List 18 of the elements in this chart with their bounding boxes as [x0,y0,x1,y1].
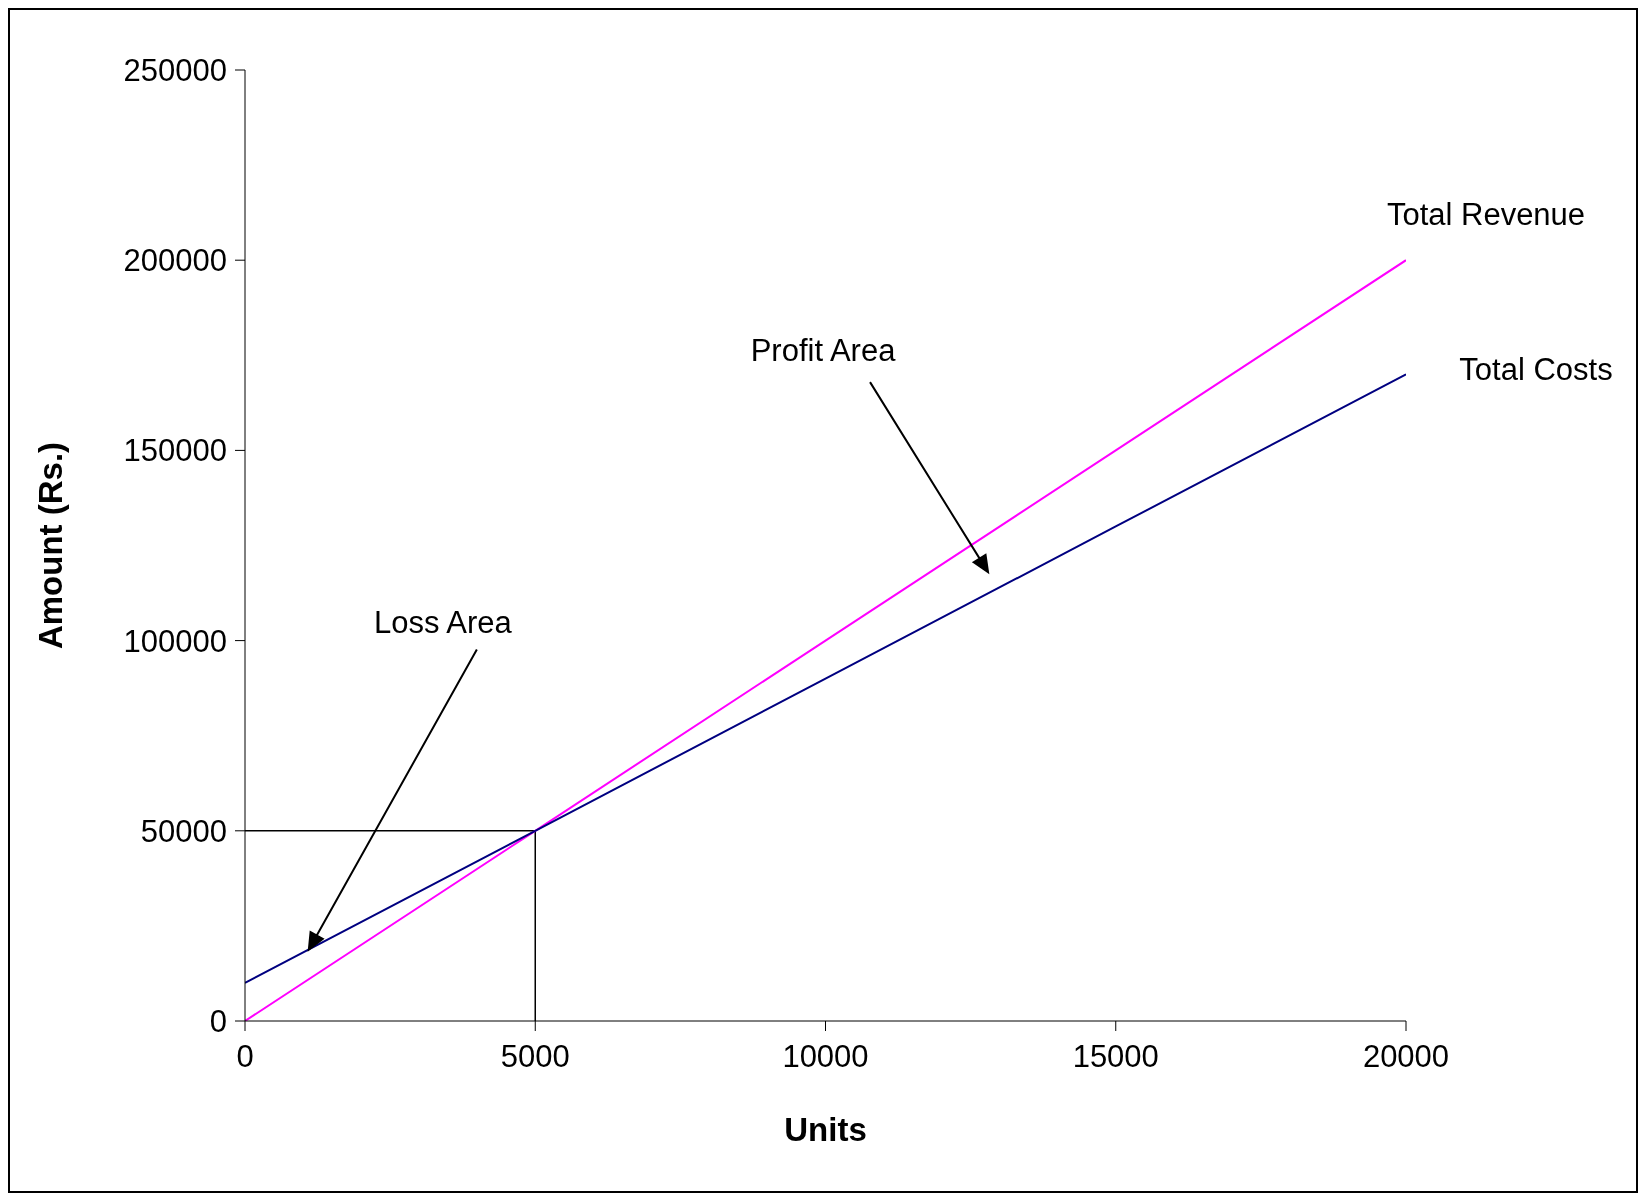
annotation: Profit Area [750,333,897,369]
y-tick-label: 200000 [123,243,227,279]
y-axis-title: Amount (Rs.) [31,441,69,650]
x-tick-label: 10000 [782,1039,869,1075]
series-label: Total Costs [1459,352,1613,388]
x-axis-title: Units [784,1111,867,1148]
y-tick-label: 250000 [123,53,227,88]
line-series [245,373,1406,984]
x-tick-label: 15000 [1072,1039,1159,1075]
y-tick-label: 50000 [140,813,227,849]
y-tick-label: 0 [209,1004,227,1040]
series-label: Total Revenue [1386,197,1586,233]
x-tick-label: 0 [236,1039,254,1075]
x-tick-label: 5000 [500,1039,570,1075]
y-tick-label: 100000 [123,623,227,659]
annotation: Loss Area [373,604,513,640]
y-tick-label: 150000 [123,433,227,469]
x-tick-label: 20000 [1362,1039,1450,1075]
